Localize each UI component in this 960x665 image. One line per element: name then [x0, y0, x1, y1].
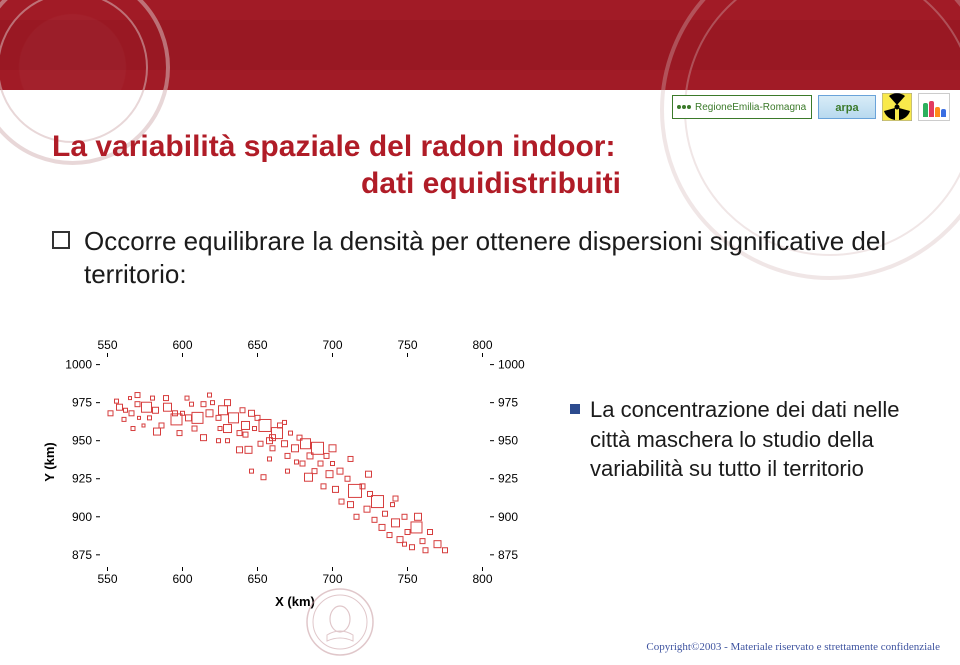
svg-text:975: 975 — [498, 396, 518, 410]
bullet-small-square-icon — [570, 404, 580, 414]
right-bullet: La concentrazione dei dati nelle città m… — [570, 395, 930, 484]
svg-text:750: 750 — [397, 572, 417, 586]
svg-text:800: 800 — [472, 338, 492, 352]
svg-text:975: 975 — [72, 396, 92, 410]
svg-text:750: 750 — [397, 338, 417, 352]
scatter-chart-svg: 550 550 600 600 650 650 700 700 750 750 800 800 875 8… — [40, 332, 545, 612]
svg-text:925: 925 — [498, 472, 518, 486]
main-bullet-row: Occorre equilibrare la densità per otten… — [52, 225, 930, 290]
main-bullet-text: Occorre equilibrare la densità per otten… — [84, 225, 930, 290]
right-bullet-text: La concentrazione dei dati nelle città m… — [590, 395, 930, 484]
svg-text:900: 900 — [72, 510, 92, 524]
svg-text:550: 550 — [97, 338, 117, 352]
logo-region: RegioneEmilia-Romagna — [672, 95, 812, 119]
bullet-square-icon — [52, 231, 70, 249]
header-band — [0, 0, 960, 90]
svg-text:700: 700 — [322, 338, 342, 352]
svg-text:875: 875 — [498, 548, 518, 562]
family-icon — [918, 93, 950, 121]
scatter-chart: 550 550 600 600 650 650 700 700 750 750 800 800 875 8… — [40, 332, 545, 612]
svg-text:1000: 1000 — [65, 358, 92, 372]
svg-text:700: 700 — [322, 572, 342, 586]
svg-text:925: 925 — [72, 472, 92, 486]
content: La variabilità spaziale del radon indoor… — [52, 130, 930, 290]
svg-text:650: 650 — [247, 572, 267, 586]
svg-text:900: 900 — [498, 510, 518, 524]
radiation-icon — [882, 93, 912, 121]
title-line-1: La variabilità spaziale del radon indoor… — [52, 130, 930, 165]
svg-text:950: 950 — [498, 434, 518, 448]
logo-arpa: arpa — [818, 95, 876, 119]
svg-text:550: 550 — [97, 572, 117, 586]
title-line-2: dati equidistribuiti — [52, 167, 930, 202]
svg-text:650: 650 — [247, 338, 267, 352]
copyright-text: Copyright©2003 - Materiale riservato e s… — [646, 641, 940, 653]
svg-text:600: 600 — [172, 572, 192, 586]
svg-text:950: 950 — [72, 434, 92, 448]
logo-strip: RegioneEmilia-Romagna arpa — [672, 93, 950, 121]
svg-text:800: 800 — [472, 572, 492, 586]
footer-seal-icon — [305, 587, 375, 657]
logo-region-text: RegioneEmilia-Romagna — [695, 102, 806, 113]
svg-text:1000: 1000 — [498, 358, 525, 372]
svg-text:Y (km): Y (km) — [42, 442, 57, 482]
svg-text:875: 875 — [72, 548, 92, 562]
svg-text:600: 600 — [172, 338, 192, 352]
logo-arpa-text: arpa — [835, 102, 858, 114]
page-title: La variabilità spaziale del radon indoor… — [52, 130, 930, 201]
